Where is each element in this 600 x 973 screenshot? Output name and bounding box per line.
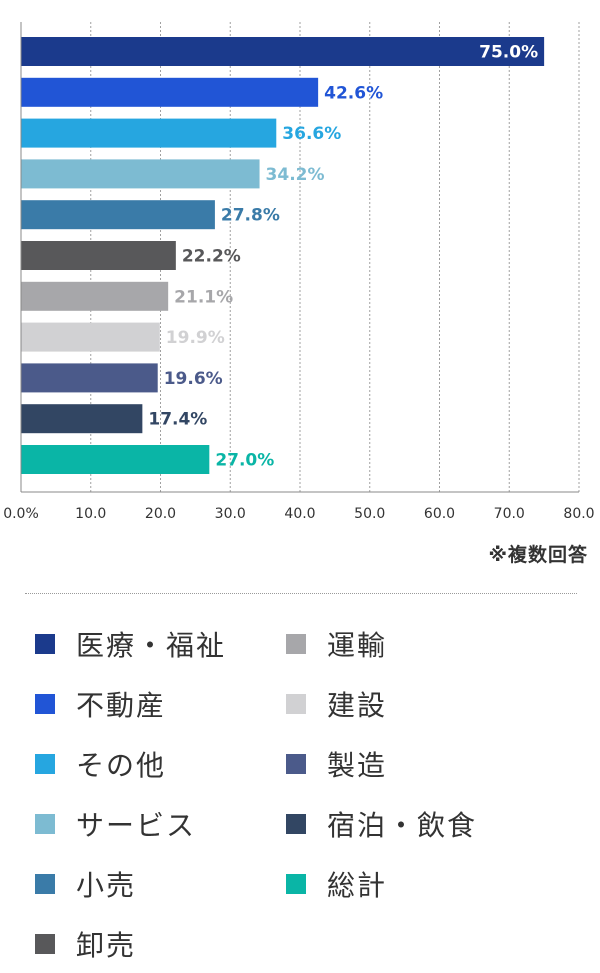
bar-3 [21, 159, 260, 189]
legend-label: 製造 [327, 749, 388, 782]
legend-item-5: 卸売 [35, 924, 136, 964]
legend-item-4: 小売 [35, 864, 136, 904]
legend-label: 総計 [327, 869, 388, 902]
legend-swatch [35, 694, 55, 714]
legend-label: サービス [76, 809, 197, 842]
value-label-7: 19.9% [166, 328, 225, 348]
value-labels: 75.0% 42.6% 36.6% 34.2% 27.8% 22.2% 21.1% 19.9%… [148, 43, 538, 471]
bar-8 [21, 363, 158, 393]
legend-swatch [286, 754, 306, 774]
bar-1 [21, 77, 319, 107]
legend-swatch [35, 754, 55, 774]
multiple-answer-note: ※複数回答 [488, 544, 588, 566]
divider [25, 593, 577, 594]
bar-2 [21, 118, 277, 148]
legend-label: 建設 [327, 689, 388, 722]
bars [21, 37, 545, 474]
legend-label: 運輸 [327, 629, 388, 662]
legend-swatch [35, 634, 55, 654]
legend-item-3: サービス [35, 804, 196, 844]
legend-item-1: 不動産 [35, 684, 166, 724]
bar-10 [21, 445, 210, 474]
x-tick-label-20: 20.0 [145, 506, 176, 522]
value-label-4: 27.8% [221, 206, 280, 226]
value-label-6: 21.1% [174, 287, 233, 307]
bar-chart: 75.0% 42.6% 36.6% 34.2% 27.8% 22.2% 21.1% 19.9%… [3, 22, 595, 522]
value-label-10: 27.0% [215, 451, 274, 471]
value-label-2: 36.6% [282, 124, 341, 144]
legend-swatch [286, 874, 306, 894]
legend-item-6: 運輸 [286, 624, 387, 664]
legend-item-9: 宿泊・飲食 [286, 804, 477, 844]
x-axis: 0.0% 10.0 20.0 30.0 40.0 50.0 60.0 70.0 80.0 [3, 22, 595, 522]
x-tick-label-50: 50.0 [354, 506, 385, 522]
value-label-8: 19.6% [164, 369, 223, 389]
x-tick-label-80: 80.0 [563, 506, 594, 522]
legend-item-2: その他 [35, 744, 166, 784]
legend-swatch [35, 934, 55, 954]
value-label-0: 75.0% [479, 43, 538, 63]
value-label-3: 34.2% [266, 165, 325, 185]
legend-swatch [35, 874, 55, 894]
x-tick-label-60: 60.0 [424, 506, 455, 522]
legend-item-8: 製造 [286, 744, 387, 784]
legend-item-7: 建設 [286, 684, 387, 724]
x-tick-label-30: 30.0 [215, 506, 246, 522]
legend-label: 不動産 [76, 689, 167, 722]
legend-label: その他 [76, 749, 167, 782]
bar-5 [21, 241, 176, 270]
value-label-9: 17.4% [148, 410, 207, 430]
legend-swatch [286, 694, 306, 714]
bar-9 [21, 404, 143, 434]
x-tick-label-0: 0.0% [3, 506, 39, 522]
legend-swatch [35, 814, 55, 834]
x-tick-label-70: 70.0 [494, 506, 525, 522]
bar-4 [21, 200, 215, 230]
value-label-5: 22.2% [182, 247, 241, 267]
legend-swatch [286, 814, 306, 834]
bar-6 [21, 281, 169, 311]
x-tick-label-40: 40.0 [284, 506, 315, 522]
legend-swatch [286, 634, 306, 654]
legend-item-10: 総計 [286, 864, 387, 904]
legend-label: 医療・福祉 [76, 629, 227, 662]
legend-label: 卸売 [76, 929, 137, 962]
legend-label: 宿泊・飲食 [327, 809, 478, 842]
legend-item-0: 医療・福祉 [35, 624, 226, 664]
x-tick-label-10: 10.0 [75, 506, 106, 522]
bar-7 [21, 322, 160, 352]
bar-0 [21, 37, 545, 66]
legend-label: 小売 [76, 869, 137, 902]
value-label-1: 42.6% [324, 83, 383, 103]
